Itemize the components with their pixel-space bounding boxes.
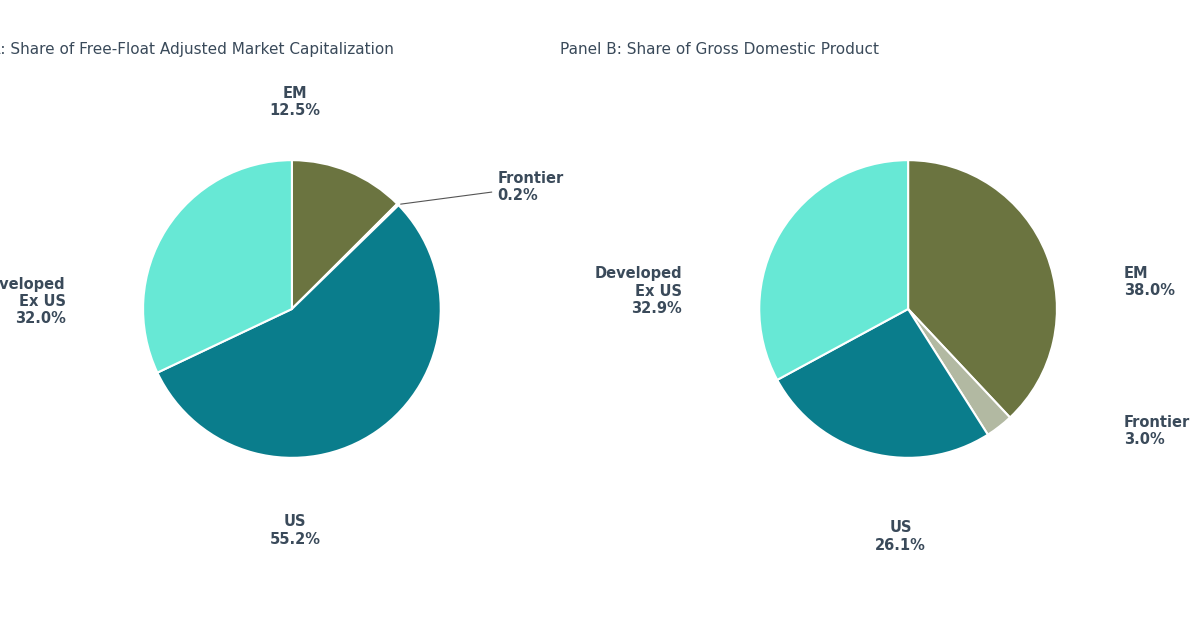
Wedge shape bbox=[143, 160, 292, 373]
Wedge shape bbox=[157, 205, 440, 458]
Text: Frontier
3.0%: Frontier 3.0% bbox=[1124, 415, 1190, 447]
Text: EM
12.5%: EM 12.5% bbox=[269, 86, 320, 119]
Text: EM
38.0%: EM 38.0% bbox=[1124, 266, 1175, 298]
Text: Frontier
0.2%: Frontier 0.2% bbox=[401, 171, 564, 204]
Wedge shape bbox=[292, 204, 398, 309]
Text: Developed
Ex US
32.9%: Developed Ex US 32.9% bbox=[594, 266, 682, 316]
Wedge shape bbox=[760, 160, 908, 380]
Wedge shape bbox=[908, 309, 1010, 434]
Wedge shape bbox=[292, 160, 397, 309]
Text: US
55.2%: US 55.2% bbox=[269, 514, 320, 547]
Wedge shape bbox=[778, 309, 988, 458]
Text: Developed
Ex US
32.0%: Developed Ex US 32.0% bbox=[0, 277, 66, 326]
Text: Panel B: Share of Gross Domestic Product: Panel B: Share of Gross Domestic Product bbox=[560, 42, 878, 57]
Text: US
26.1%: US 26.1% bbox=[875, 520, 926, 552]
Text: Panel A: Share of Free-Float Adjusted Market Capitalization: Panel A: Share of Free-Float Adjusted Ma… bbox=[0, 42, 394, 57]
Wedge shape bbox=[908, 160, 1057, 418]
